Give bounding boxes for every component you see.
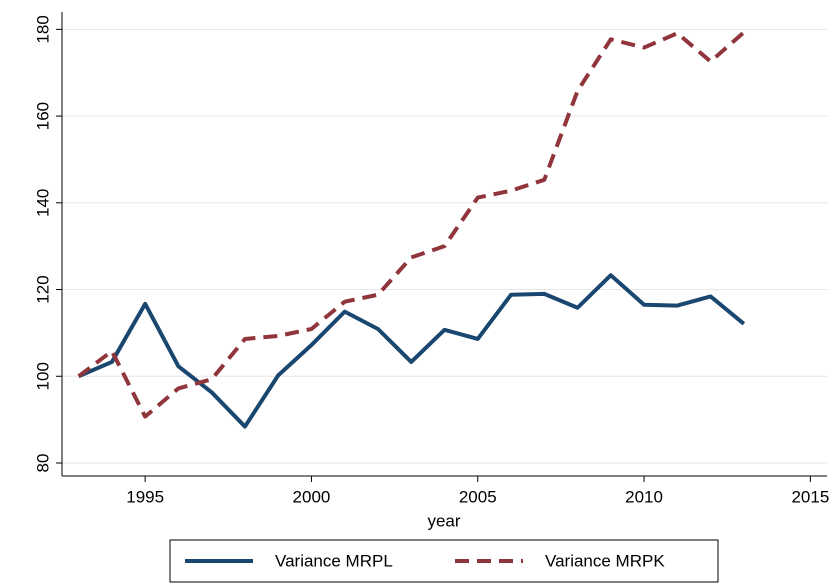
legend-box [169,539,719,583]
series-line [77,30,746,419]
legend-label: Variance MRPL [275,551,393,570]
series-line [77,273,746,429]
y-tick-label: 120 [33,275,52,303]
x-tick-label: 2015 [791,487,829,506]
x-axis-label: year [427,511,460,530]
x-tick-label: 2000 [293,487,331,506]
x-tick-label: 2005 [459,487,497,506]
y-tick-label: 100 [33,362,52,390]
x-tick-label: 2010 [625,487,663,506]
y-tick-label: 140 [33,189,52,217]
y-tick-label: 160 [33,102,52,130]
legend-label: Variance MRPK [545,551,665,570]
y-tick-label: 80 [33,454,52,473]
x-tick-label: 1995 [126,487,164,506]
y-tick-label: 180 [33,15,52,43]
